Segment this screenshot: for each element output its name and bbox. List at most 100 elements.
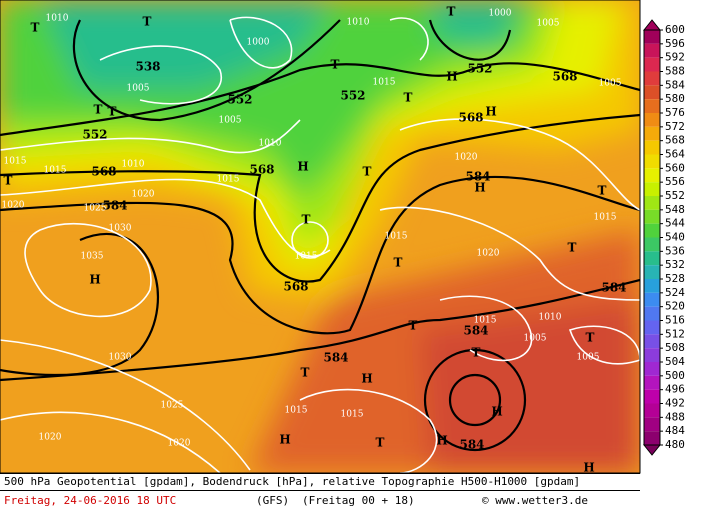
contour-label: 1025 xyxy=(161,401,184,411)
legend-swatch xyxy=(644,348,660,362)
legend-frame xyxy=(643,29,661,446)
legend-swatch xyxy=(644,237,660,252)
legend-label: 560 xyxy=(665,161,685,174)
contour-label: 1005 xyxy=(577,353,600,363)
contour-label: 1000 xyxy=(489,9,512,19)
footer-description: 500 hPa Geopotential [gpdam], Bodendruck… xyxy=(4,475,580,488)
pressure-center: H xyxy=(361,372,372,386)
contour-label: 1005 xyxy=(537,19,560,29)
legend-swatch xyxy=(644,375,660,390)
contour-label: 1015 xyxy=(217,175,240,185)
pressure-center: T xyxy=(31,21,40,35)
pressure-center: H xyxy=(446,70,457,84)
legend-swatch xyxy=(644,320,660,335)
legend-label: 500 xyxy=(665,369,685,382)
pressure-center: H xyxy=(491,405,502,419)
legend-label: 484 xyxy=(665,424,685,437)
legend-swatch xyxy=(644,154,660,169)
contour-label: 1005 xyxy=(127,84,150,94)
contour-label: 1030 xyxy=(109,353,132,363)
contour-label: 584 xyxy=(459,438,484,452)
legend-label: 540 xyxy=(665,231,685,244)
legend-swatch xyxy=(644,85,660,100)
pressure-center: T xyxy=(598,184,607,198)
legend-swatch xyxy=(644,223,660,238)
contour-label: 552 xyxy=(82,128,107,142)
pressure-center: T xyxy=(409,319,418,333)
contour-label: 568 xyxy=(91,165,116,179)
contour-label: 1015 xyxy=(4,157,27,167)
legend-label: 600 xyxy=(665,23,685,36)
legend-label: 528 xyxy=(665,272,685,285)
legend-swatch xyxy=(644,99,660,113)
legend-swatch xyxy=(644,334,660,349)
pressure-center: T xyxy=(331,58,340,72)
legend-cap xyxy=(642,19,662,31)
contour-label: 1015 xyxy=(373,78,396,88)
legend-cap xyxy=(642,444,662,456)
contour-label: 1010 xyxy=(122,160,145,170)
legend-swatch xyxy=(644,168,660,183)
geopotential-contours xyxy=(0,19,640,452)
legend-label: 568 xyxy=(665,134,685,147)
legend-label: 524 xyxy=(665,286,685,299)
contour-label: 1005 xyxy=(524,334,547,344)
legend-swatch xyxy=(644,403,660,418)
legend-label: 520 xyxy=(665,300,685,313)
contour-label: 1015 xyxy=(295,252,318,262)
legend-swatch xyxy=(644,292,660,307)
footer-date: Freitag, 24-06-2016 18 UTC xyxy=(4,494,176,507)
contour-label: 1005 xyxy=(599,79,622,89)
legend-label: 552 xyxy=(665,189,685,202)
contour-label: 552 xyxy=(227,93,252,107)
legend-swatch xyxy=(644,196,660,210)
pressure-center: H xyxy=(279,433,290,447)
contour-label: 1020 xyxy=(39,433,62,443)
pressure-center: T xyxy=(302,213,311,227)
contour-label: 1010 xyxy=(259,139,282,149)
legend-swatch xyxy=(644,389,660,404)
legend-label: 564 xyxy=(665,148,685,161)
isobars xyxy=(0,16,640,473)
pressure-center: H xyxy=(89,273,100,287)
legend-swatch xyxy=(644,43,660,58)
legend-label: 508 xyxy=(665,341,685,354)
contour-label: 1005 xyxy=(219,116,242,126)
contour-label: 1015 xyxy=(385,232,408,242)
legend-label: 580 xyxy=(665,92,685,105)
legend-label: 488 xyxy=(665,410,685,423)
contour-label: 1020 xyxy=(477,249,500,259)
contour-label: 1030 xyxy=(109,224,132,234)
contour-label: 568 xyxy=(458,111,483,125)
contour-label: 1010 xyxy=(539,313,562,323)
contour-label: 1010 xyxy=(347,18,370,28)
legend-label: 504 xyxy=(665,355,685,368)
map-field xyxy=(0,0,640,473)
pressure-center: T xyxy=(394,256,403,270)
contour-label: 1020 xyxy=(132,190,155,200)
contour-label: 1015 xyxy=(474,316,497,326)
pressure-center: H xyxy=(474,181,485,195)
contour-label: 1010 xyxy=(46,14,69,24)
pressure-center: T xyxy=(4,174,13,188)
footer-run: (Freitag 00 + 18) xyxy=(302,494,415,507)
contour-label: 568 xyxy=(283,280,308,294)
contour-label: 584 xyxy=(463,324,488,338)
legend-label: 556 xyxy=(665,175,685,188)
contour-label: 584 xyxy=(465,170,490,184)
legend-label: 544 xyxy=(665,217,685,230)
pressure-center: T xyxy=(447,5,456,19)
contour-label: 584 xyxy=(601,281,626,295)
contour-label: 552 xyxy=(467,62,492,76)
pressure-center: T xyxy=(376,436,385,450)
legend-swatch xyxy=(644,71,660,86)
legend-swatch xyxy=(644,30,660,44)
legend-swatch xyxy=(644,431,660,445)
legend-swatch xyxy=(644,265,660,279)
contour-label: 1015 xyxy=(594,213,617,223)
pressure-center: T xyxy=(472,346,481,360)
legend-label: 548 xyxy=(665,203,685,216)
pressure-center: T xyxy=(143,15,152,29)
